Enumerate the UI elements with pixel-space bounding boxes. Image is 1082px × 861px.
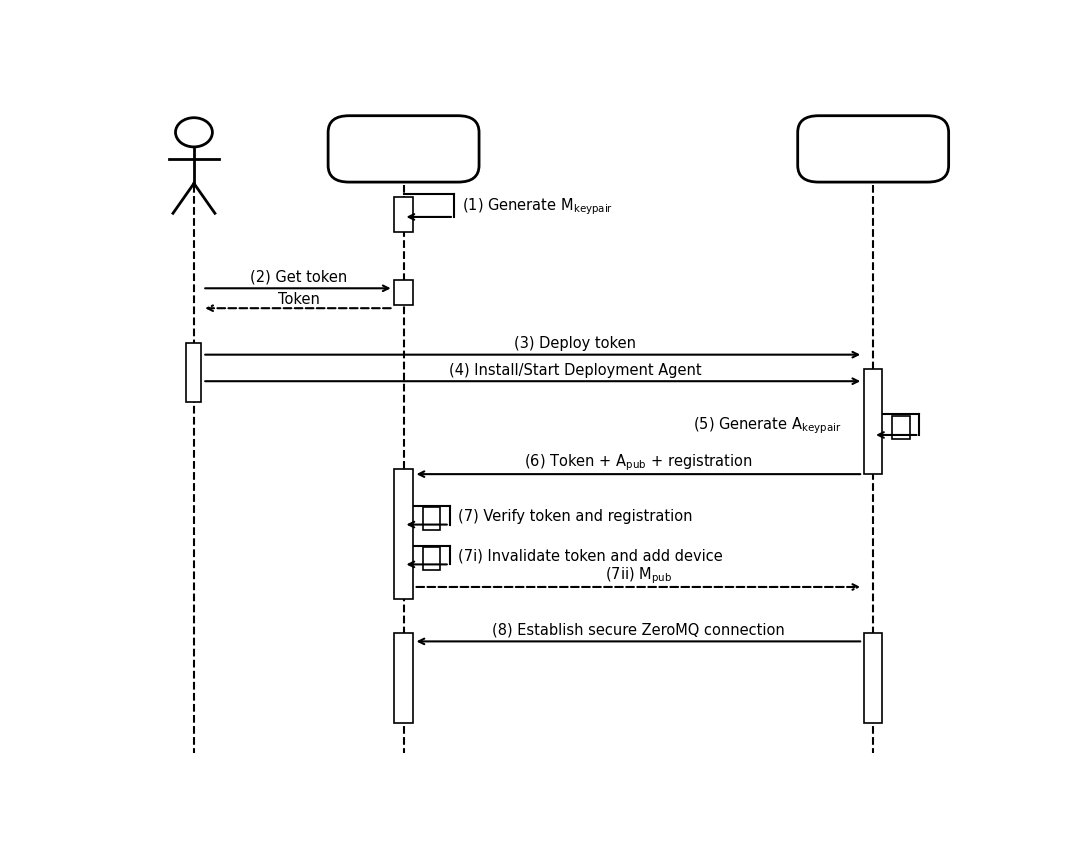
Text: $\mathbf{M}$anager: $\mathbf{M}$anager bbox=[365, 155, 443, 177]
Bar bbox=[394, 281, 413, 306]
Bar bbox=[394, 469, 413, 599]
FancyBboxPatch shape bbox=[328, 116, 479, 183]
Text: Deployment: Deployment bbox=[822, 130, 924, 148]
Text: (3) Deploy token: (3) Deploy token bbox=[514, 336, 636, 350]
Bar bbox=[394, 634, 413, 723]
Text: (2) Get token: (2) Get token bbox=[250, 269, 347, 284]
Bar bbox=[186, 344, 201, 403]
Text: (7) Verify token and registration: (7) Verify token and registration bbox=[458, 508, 692, 523]
Text: (5) Generate A$_{\mathrm{keypair}}$: (5) Generate A$_{\mathrm{keypair}}$ bbox=[692, 415, 842, 435]
Bar bbox=[394, 197, 413, 232]
Text: Token: Token bbox=[278, 291, 319, 307]
Bar bbox=[423, 548, 439, 571]
Bar bbox=[423, 508, 439, 530]
Text: $\mathbf{A}$gent: $\mathbf{A}$gent bbox=[847, 155, 899, 177]
Bar bbox=[863, 370, 883, 474]
Text: (7ii) M$_{\mathrm{pub}}$: (7ii) M$_{\mathrm{pub}}$ bbox=[605, 565, 672, 585]
Text: Deployment: Deployment bbox=[353, 130, 454, 148]
Text: (4) Install/Start Deployment Agent: (4) Install/Start Deployment Agent bbox=[449, 362, 702, 377]
Bar bbox=[863, 634, 883, 723]
Text: (8) Establish secure ZeroMQ connection: (8) Establish secure ZeroMQ connection bbox=[492, 623, 784, 637]
Text: (6) Token + A$_{\mathrm{pub}}$ + registration: (6) Token + A$_{\mathrm{pub}}$ + registr… bbox=[524, 452, 753, 473]
Text: (7i) Invalidate token and add device: (7i) Invalidate token and add device bbox=[458, 548, 723, 563]
Text: (1) Generate M$_{\mathrm{keypair}}$: (1) Generate M$_{\mathrm{keypair}}$ bbox=[462, 195, 613, 216]
Bar bbox=[892, 416, 910, 439]
FancyBboxPatch shape bbox=[797, 116, 949, 183]
